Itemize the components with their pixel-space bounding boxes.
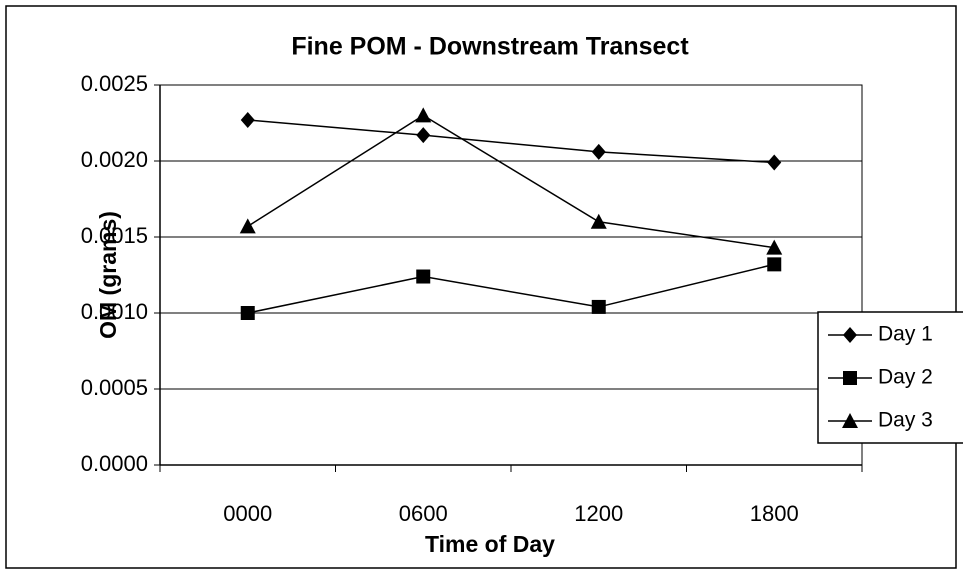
chart-title: Fine POM - Downstream Transect <box>291 33 689 61</box>
series-line <box>247 119 775 164</box>
y-tick-label: 0.0000 <box>81 451 148 476</box>
data-point <box>766 239 783 255</box>
data-point <box>240 306 255 320</box>
data-point <box>767 257 782 272</box>
y-tick-label: 0.0025 <box>81 71 148 96</box>
legend-label: Day 3 <box>878 409 933 432</box>
y-axis-label: OM (grams) <box>95 211 121 339</box>
data-point <box>416 269 431 284</box>
y-tick-label: 0.0010 <box>81 299 148 324</box>
legend-label: Day 1 <box>878 323 933 346</box>
series-line <box>247 263 775 314</box>
data-point <box>240 111 255 128</box>
data-point <box>590 213 607 229</box>
data-point <box>415 107 432 123</box>
x-tick-label: 0600 <box>399 501 448 526</box>
data-point <box>591 143 606 160</box>
x-tick-label: 1200 <box>574 501 623 526</box>
legend-marker <box>842 413 858 428</box>
data-point <box>767 154 782 171</box>
series-line <box>247 114 775 249</box>
x-axis-label: Time of Day <box>425 531 555 557</box>
legend-label: Day 2 <box>878 366 933 389</box>
plot-area <box>159 84 863 466</box>
legend-marker <box>843 371 857 385</box>
y-tick-label: 0.0015 <box>81 223 148 248</box>
data-point <box>591 299 606 314</box>
data-point <box>416 127 431 144</box>
x-tick-label: 1800 <box>750 501 799 526</box>
data-point <box>239 218 256 234</box>
x-tick-label: 0000 <box>223 501 272 526</box>
legend-marker <box>843 327 857 343</box>
y-tick-label: 0.0005 <box>81 375 148 400</box>
y-tick-label: 0.0020 <box>81 147 148 172</box>
